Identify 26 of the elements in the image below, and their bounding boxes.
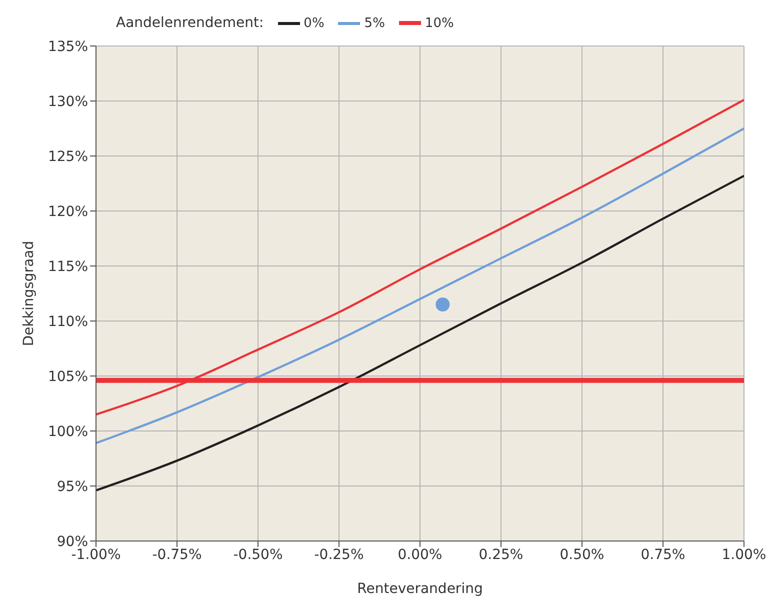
y-tick-label: 110%	[48, 314, 88, 330]
x-tick-label: -0.75%	[152, 546, 202, 563]
x-tick-label: 0.75%	[640, 546, 686, 563]
y-tick-label: 100%	[48, 424, 88, 440]
y-tick-label: 125%	[48, 148, 88, 165]
y-tick-label: 115%	[48, 258, 88, 275]
y-tick-label: 135%	[48, 38, 88, 55]
y-tick-label: 95%	[56, 478, 88, 495]
legend-title: Aandelenrendement:	[116, 15, 264, 31]
x-tick-label: -0.25%	[314, 546, 364, 563]
x-tick-label: 0.50%	[560, 546, 604, 563]
y-axis-title: Dekkingsgraad	[20, 240, 37, 346]
line-series	[96, 98, 744, 416]
legend-label: 10%	[424, 16, 454, 30]
line-series	[96, 174, 744, 492]
x-tick-label: 1.00%	[722, 546, 766, 563]
x-axis-title: Renteverandering	[357, 581, 483, 597]
y-tick-label: 105%	[48, 368, 88, 385]
y-tick-label: 120%	[48, 204, 88, 220]
y-tick-label: 130%	[48, 94, 88, 110]
line-series	[96, 127, 744, 444]
x-tick-label: 0.00%	[398, 546, 442, 563]
legend-label: 0%	[302, 16, 324, 30]
legend-label: 5%	[363, 16, 385, 30]
x-tick-label: -0.50%	[233, 546, 283, 563]
x-tick-label: 0.25%	[478, 546, 524, 563]
